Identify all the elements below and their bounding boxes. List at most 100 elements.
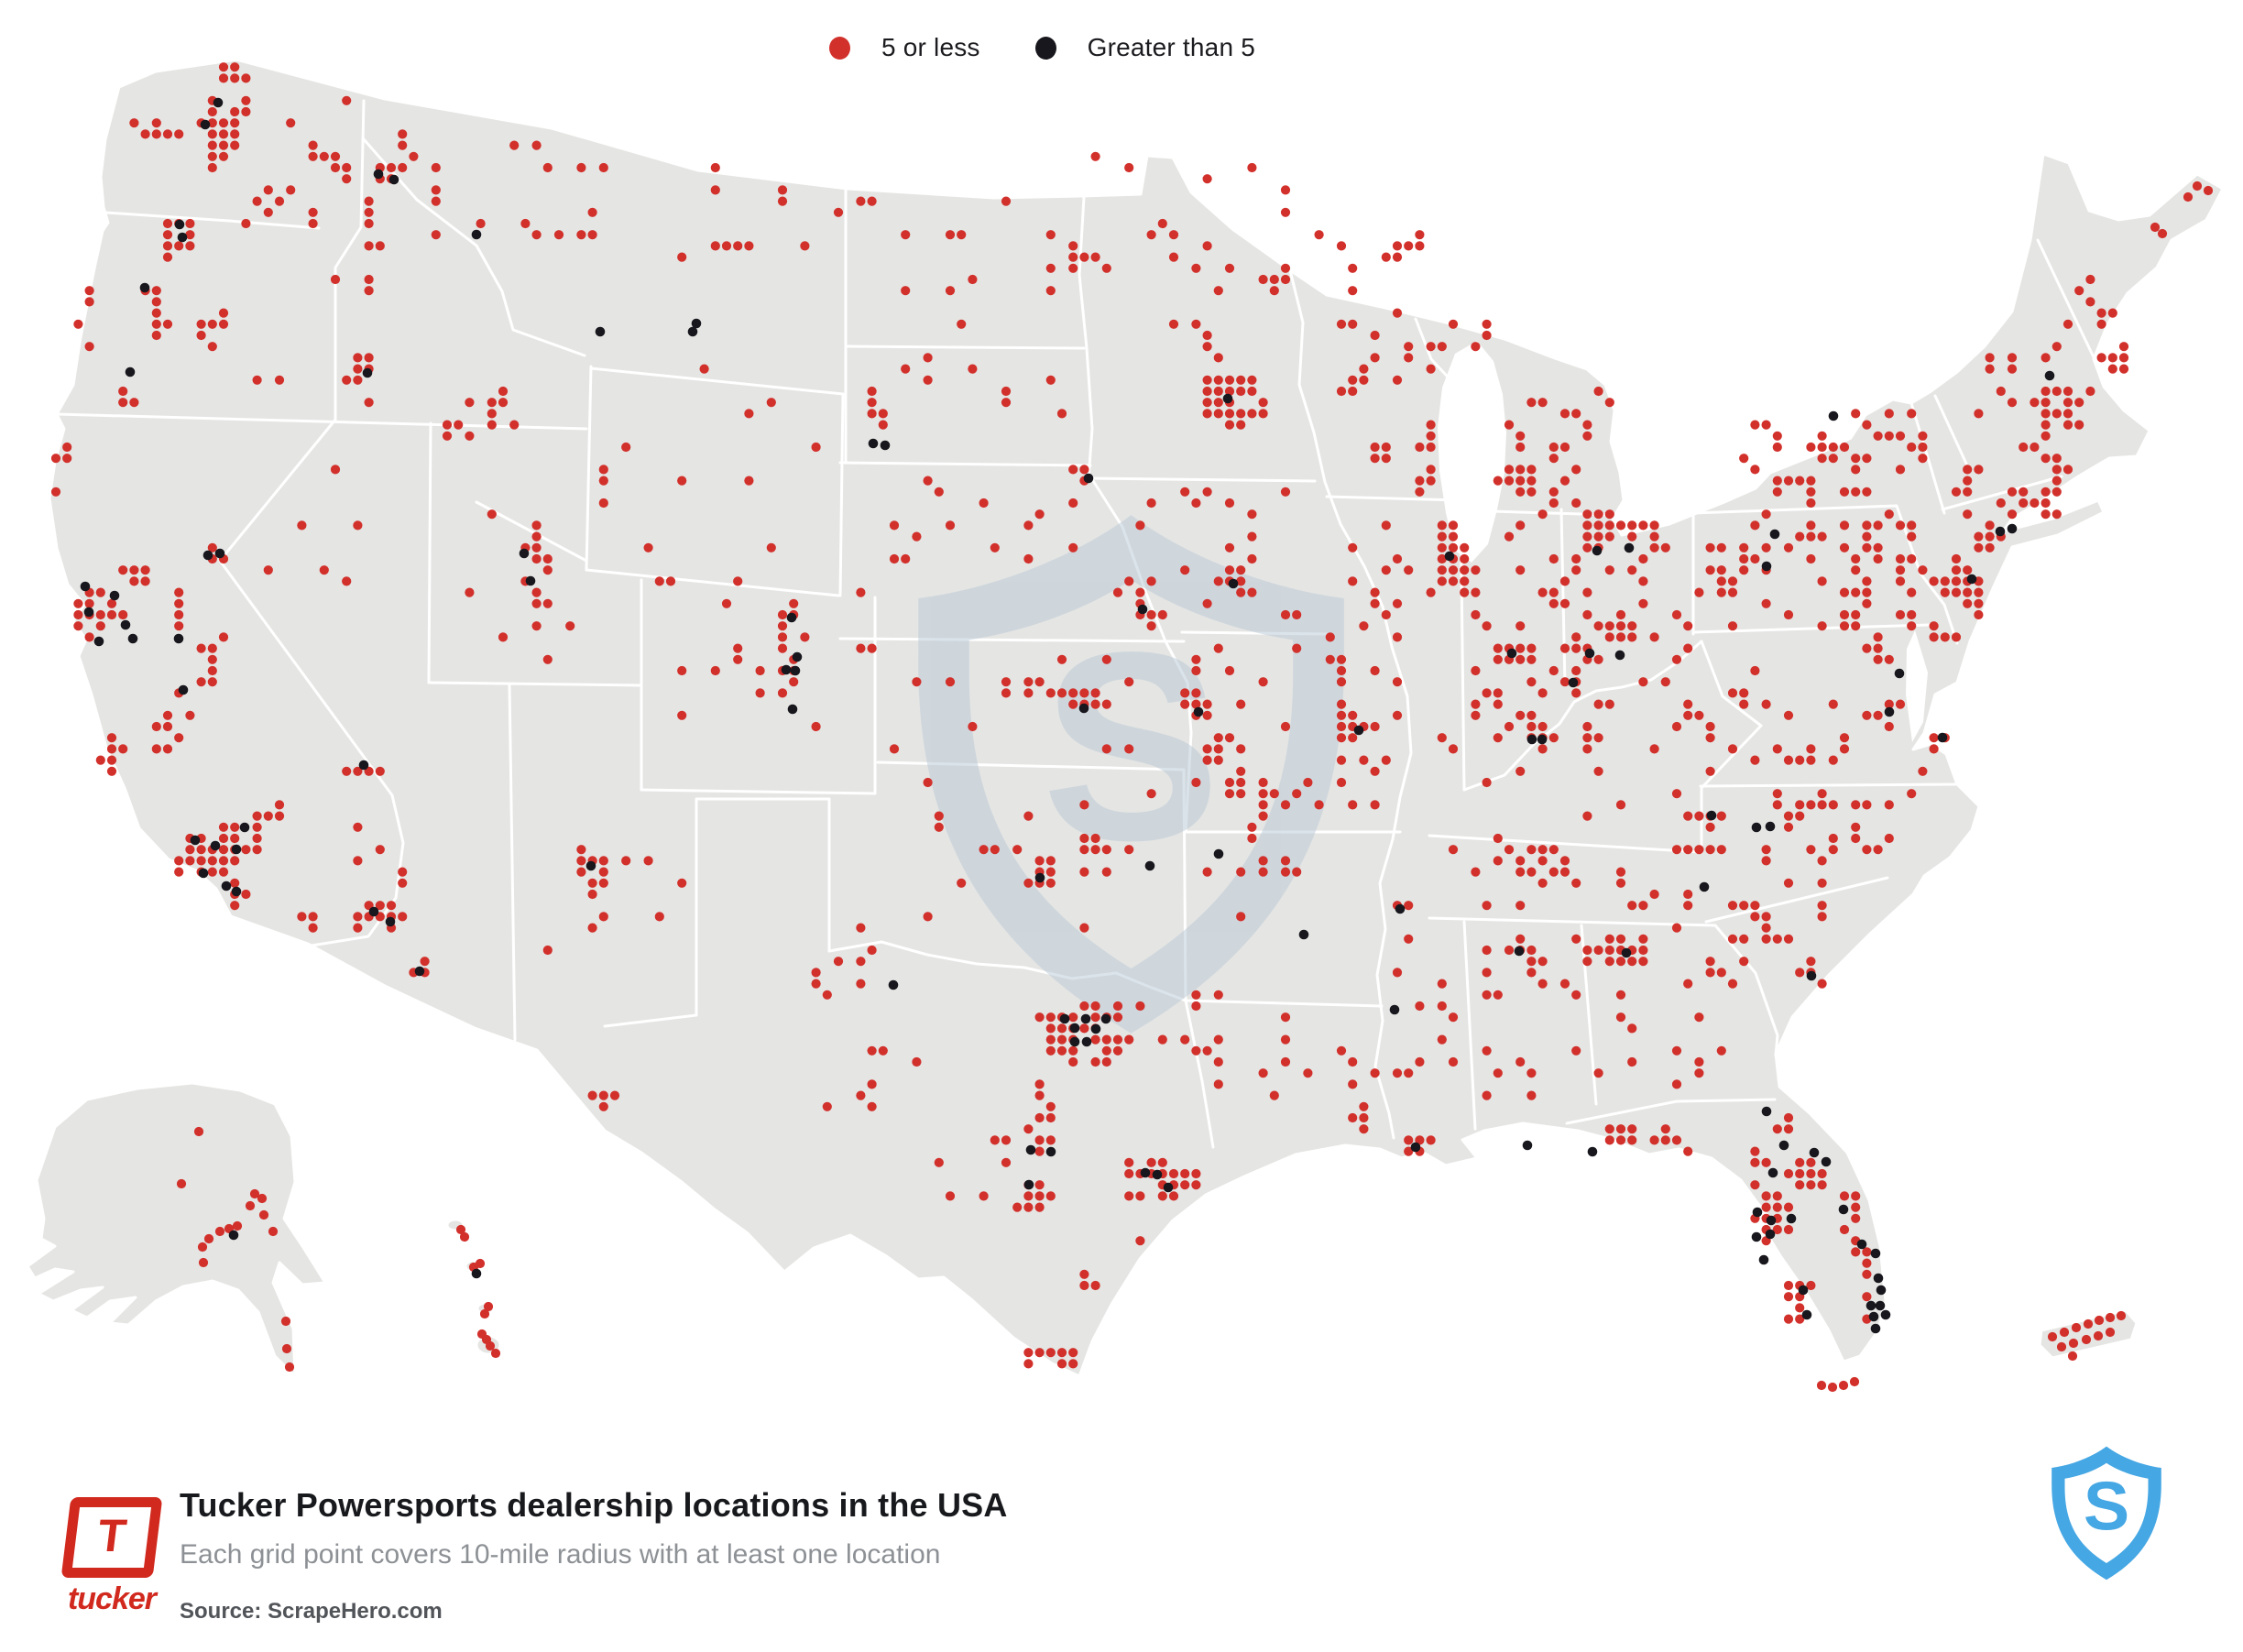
location-dot (2071, 1322, 2082, 1333)
location-dot (1359, 375, 1369, 385)
location-dot (207, 654, 217, 664)
location-dot (733, 241, 743, 251)
location-dot (1056, 1045, 1067, 1056)
location-dot (1515, 465, 1526, 475)
location-dot (1739, 934, 1749, 944)
location-dot (1694, 845, 1704, 855)
location-dot (1582, 542, 1592, 552)
location-dot (867, 643, 877, 653)
location-dot (665, 576, 676, 586)
location-dot (1404, 353, 1414, 363)
location-dot (1769, 529, 1780, 540)
location-dot (2074, 420, 2084, 430)
location-dot (1862, 1292, 1872, 1302)
location-dot (1068, 542, 1078, 552)
location-dot (1269, 286, 1279, 296)
location-dot (1168, 1168, 1179, 1179)
location-dot (867, 1079, 877, 1089)
location-dot (1571, 565, 1581, 575)
location-dot (151, 319, 161, 329)
location-dot (1894, 668, 1905, 679)
location-dot (2052, 409, 2062, 419)
location-dot (2105, 1327, 2116, 1338)
location-dot (1448, 576, 1459, 586)
location-dot (1907, 520, 1917, 531)
location-dot (923, 777, 933, 788)
location-dot (1851, 553, 1861, 564)
location-dot (576, 230, 586, 240)
location-dot (777, 632, 788, 642)
location-dot (1078, 703, 1089, 714)
location-dot (1750, 1180, 1760, 1190)
location-dot (1895, 576, 1906, 586)
location-dot (1504, 845, 1515, 855)
location-dot (364, 207, 374, 217)
location-dot (203, 1233, 214, 1244)
location-dot (308, 218, 318, 229)
location-dot (856, 196, 866, 206)
location-dot (1638, 598, 1648, 608)
location-dot (1828, 454, 1838, 464)
location-dot (1705, 565, 1715, 575)
location-dot (1202, 487, 1212, 497)
location-dot (587, 230, 597, 240)
location-dot (375, 766, 385, 776)
location-dot (1839, 744, 1850, 754)
location-dot (1765, 821, 1776, 832)
location-dot (1504, 420, 1515, 430)
location-dot (1135, 1236, 1145, 1246)
location-dot (252, 196, 262, 206)
location-dot (454, 420, 464, 430)
location-dot (1336, 755, 1347, 765)
location-dot (531, 542, 542, 552)
location-dot (1750, 1146, 1760, 1156)
location-dot (364, 398, 374, 408)
location-dot (207, 129, 217, 139)
location-dot (1079, 1280, 1089, 1291)
location-dot (342, 174, 352, 184)
location-dot (1671, 1045, 1682, 1056)
location-dot (214, 548, 225, 559)
location-dot (1213, 353, 1223, 363)
location-dot (576, 162, 586, 173)
location-dot (923, 476, 933, 486)
location-dot (1202, 342, 1212, 352)
location-dot (218, 632, 229, 642)
location-dot (140, 129, 150, 139)
location-dot (1571, 643, 1581, 653)
location-dot (1627, 1056, 1637, 1067)
location-dot (1761, 509, 1771, 520)
location-dot (1410, 1142, 1421, 1153)
location-dot (923, 353, 933, 363)
location-dot (1683, 889, 1693, 900)
location-dot (1559, 409, 1570, 419)
location-dot (1761, 561, 1772, 572)
location-dot (120, 619, 131, 630)
location-dot (1471, 710, 1481, 720)
location-dot (856, 587, 866, 597)
location-dot (1482, 968, 1492, 978)
location-dot (531, 553, 542, 564)
location-dot (1202, 398, 1212, 408)
location-dot (1839, 542, 1850, 552)
location-dot (867, 409, 877, 419)
location-dot (1884, 699, 1894, 709)
location-dot (2019, 487, 2029, 497)
location-dot (1236, 912, 1246, 922)
location-dot (1772, 431, 1782, 441)
location-dot (185, 241, 195, 251)
location-dot (1966, 574, 1977, 585)
location-dot (1437, 1001, 1447, 1012)
location-dot (598, 856, 608, 866)
location-dot (1292, 867, 1302, 877)
location-dot (1571, 465, 1581, 475)
location-dot (1716, 565, 1726, 575)
location-dot (1783, 878, 1794, 888)
location-dot (1247, 531, 1257, 542)
location-dot (241, 73, 251, 83)
location-dot (1816, 1380, 1827, 1391)
location-dot (1493, 1068, 1503, 1078)
location-dot (1056, 654, 1067, 664)
location-dot (342, 766, 352, 776)
location-dot (185, 230, 195, 240)
